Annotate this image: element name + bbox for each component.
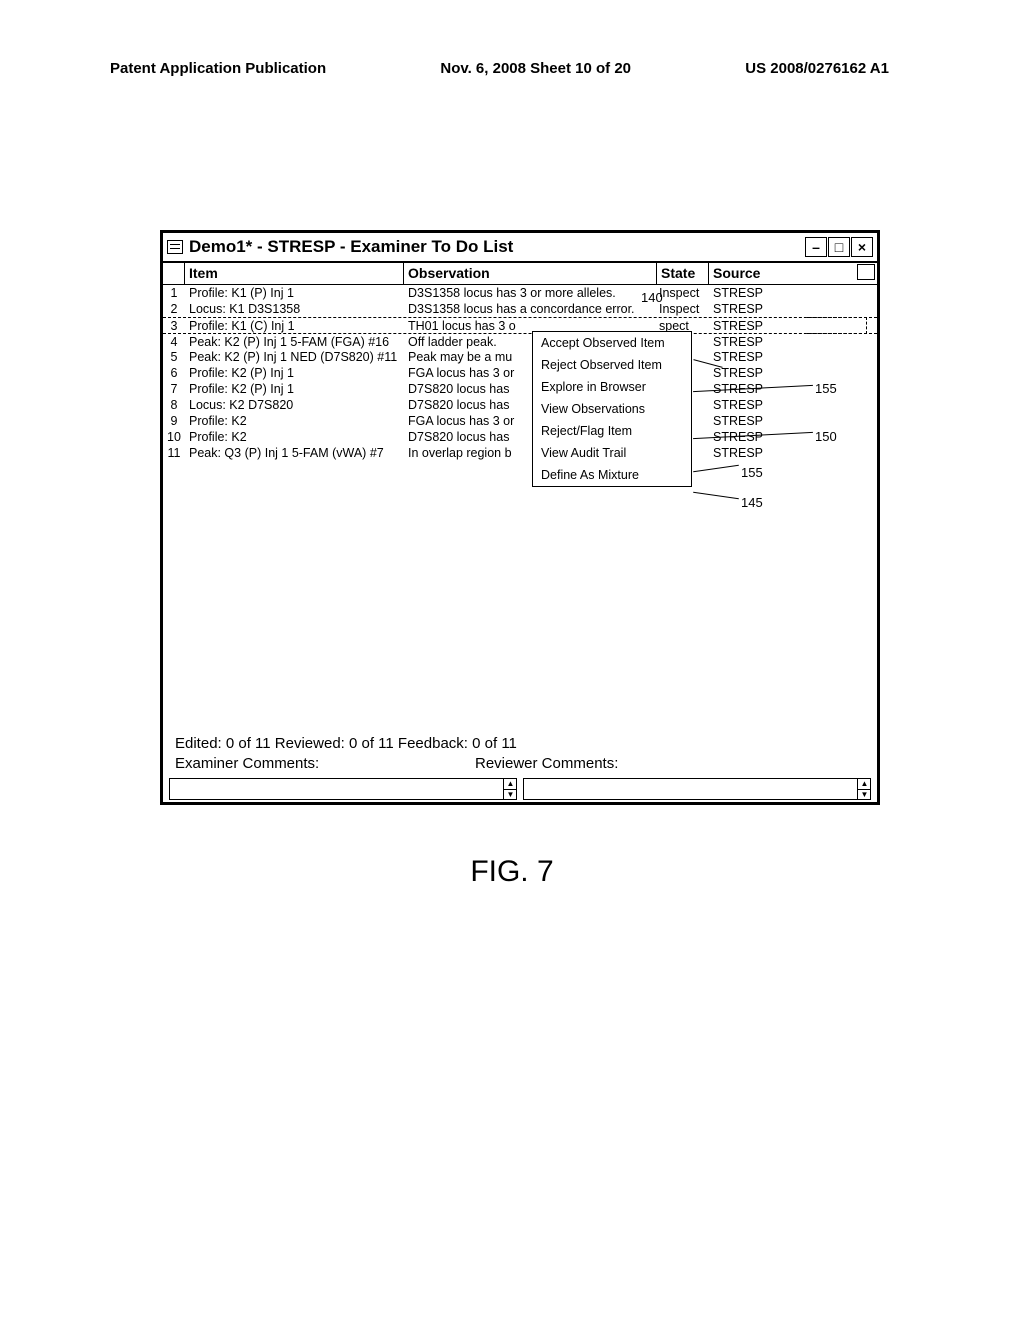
col-observation-header: Observation — [404, 263, 657, 284]
close-button[interactable]: × — [851, 237, 873, 257]
page-header: Patent Application Publication Nov. 6, 2… — [0, 60, 1024, 77]
window-title: Demo1* - STRESP - Examiner To Do List — [189, 237, 804, 257]
reviewer-comments-input[interactable]: ▲▼ — [523, 778, 871, 800]
callout-155: 155 — [815, 381, 837, 396]
table-row[interactable]: 7 Profile: K2 (P) Inj 1 D7S820 locus has… — [163, 381, 877, 397]
table-row[interactable]: 11 Peak: Q3 (P) Inj 1 5-FAM (vWA) #7 In … — [163, 445, 877, 461]
table-row[interactable]: 8 Locus: K2 D7S820 D7S820 locus has spec… — [163, 397, 877, 413]
table-row[interactable]: 5 Peak: K2 (P) Inj 1 NED (D7S820) #11 Pe… — [163, 349, 877, 365]
table-row[interactable]: 6 Profile: K2 (P) Inj 1 FGA locus has 3 … — [163, 365, 877, 381]
menu-reject-observed[interactable]: Reject Observed Item — [533, 354, 691, 376]
menu-define-as-mixture[interactable]: Define As Mixture — [533, 464, 691, 486]
spinner-icon[interactable]: ▲▼ — [857, 778, 871, 800]
col-source-header: Source — [709, 263, 877, 284]
menu-accept-observed[interactable]: Accept Observed Item — [533, 332, 691, 354]
menu-view-observations[interactable]: View Observations — [533, 398, 691, 420]
callout-140: 140 — [641, 290, 663, 305]
col-item-header: Item — [185, 263, 404, 284]
examiner-comments-input[interactable]: ▲▼ — [169, 778, 517, 800]
comments-labels: Examiner Comments: Reviewer Comments: — [175, 755, 618, 772]
app-window: Demo1* - STRESP - Examiner To Do List – … — [160, 230, 880, 805]
menu-reject-flag[interactable]: Reject/Flag Item — [533, 420, 691, 442]
titlebar: Demo1* - STRESP - Examiner To Do List – … — [163, 233, 877, 263]
window-icon — [167, 240, 183, 254]
callout-145: 145 — [741, 495, 763, 510]
pub-left: Patent Application Publication — [110, 60, 326, 77]
spinner-icon[interactable]: ▲▼ — [503, 778, 517, 800]
col-state-header: State — [657, 263, 709, 284]
leader-line — [693, 465, 739, 472]
figure-label: FIG. 7 — [0, 855, 1024, 889]
reviewer-comments-label: Reviewer Comments: — [475, 755, 618, 772]
table-row[interactable]: 9 Profile: K2 FGA locus has 3 or spect S… — [163, 413, 877, 429]
pub-mid: Nov. 6, 2008 Sheet 10 of 20 — [440, 60, 631, 77]
header-scroll-stub[interactable] — [857, 264, 875, 280]
table-row[interactable]: 1 Profile: K1 (P) Inj 1 D3S1358 locus ha… — [163, 285, 877, 301]
menu-explore-browser[interactable]: Explore in Browser — [533, 376, 691, 398]
context-menu: Accept Observed Item Reject Observed Ite… — [532, 331, 692, 487]
highlight-dashed-box — [807, 317, 867, 334]
callout-150: 150 — [815, 429, 837, 444]
comment-inputs: ▲▼ ▲▼ — [169, 778, 871, 800]
table-row[interactable]: 4 Peak: K2 (P) Inj 1 5-FAM (FGA) #16 Off… — [163, 333, 877, 349]
minimize-button[interactable]: – — [805, 237, 827, 257]
maximize-button[interactable]: □ — [828, 237, 850, 257]
leader-line — [693, 492, 739, 499]
table-row[interactable]: 3 Profile: K1 (C) Inj 1 TH01 locus has 3… — [163, 317, 877, 333]
table-row[interactable]: 10 Profile: K2 D7S820 locus has spect ST… — [163, 429, 877, 445]
menu-view-audit-trail[interactable]: View Audit Trail — [533, 442, 691, 464]
grid-body: 1 Profile: K1 (P) Inj 1 D3S1358 locus ha… — [163, 285, 877, 750]
column-headers: Item Observation State Source — [163, 263, 877, 285]
pub-right: US 2008/0276162 A1 — [745, 60, 889, 77]
callout-155b: 155 — [741, 465, 763, 480]
table-row[interactable]: 2 Locus: K1 D3S1358 D3S1358 locus has a … — [163, 301, 877, 317]
examiner-comments-label: Examiner Comments: — [175, 755, 475, 772]
status-counts: Edited: 0 of 11 Reviewed: 0 of 11 Feedba… — [175, 735, 517, 752]
